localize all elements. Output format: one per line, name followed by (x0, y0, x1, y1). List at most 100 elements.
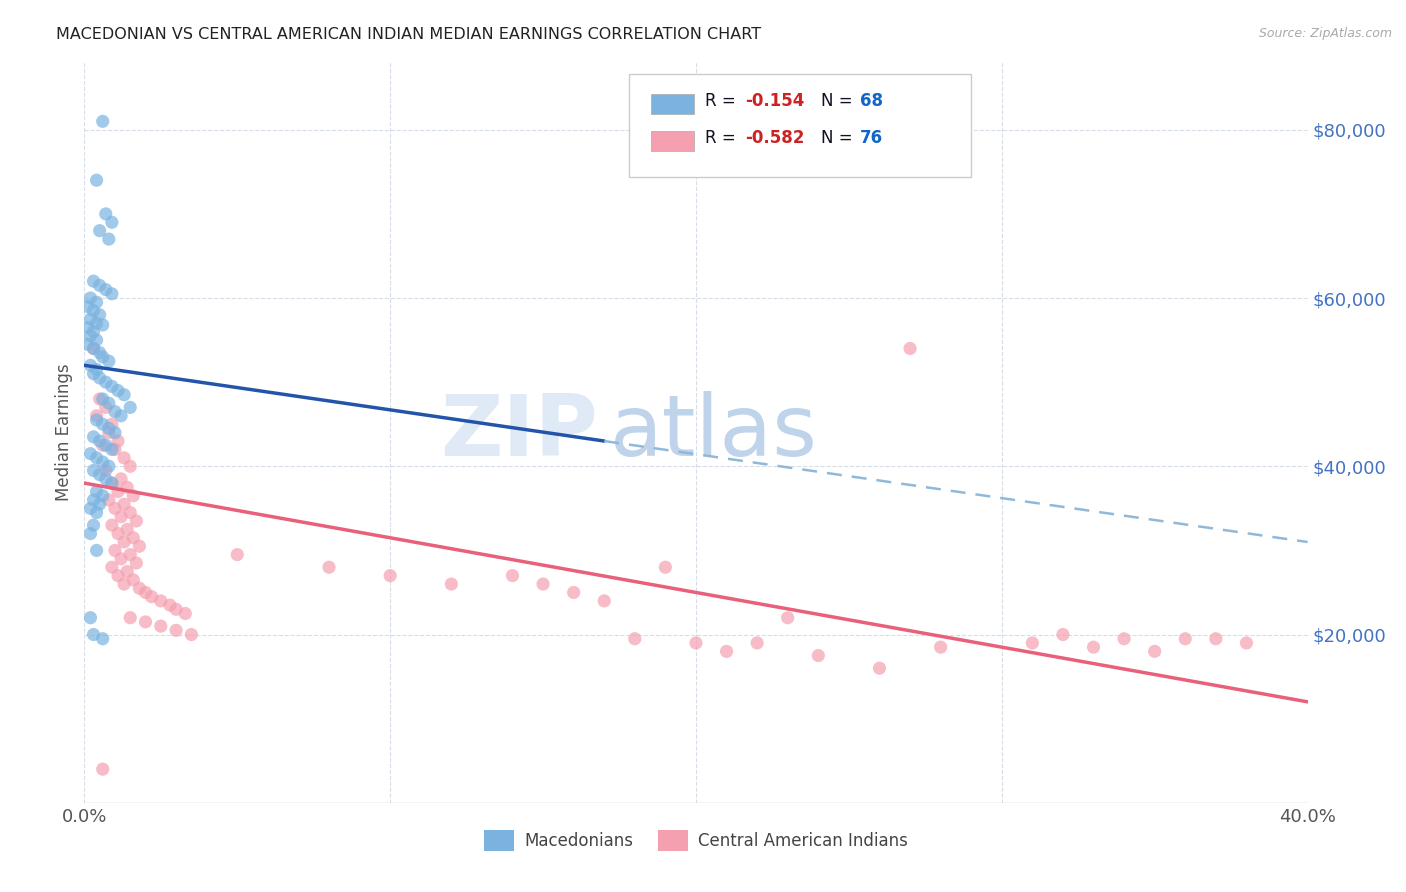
Point (807, 648, 830, 663)
Point (94, 207, 117, 221)
Point (89, 224, 111, 238)
Point (1174, 632, 1197, 646)
Point (101, 417, 124, 432)
Text: N =: N = (821, 92, 858, 110)
Point (97, 492, 120, 507)
Point (122, 573, 145, 587)
Point (101, 560, 124, 574)
Point (94, 375, 117, 389)
Point (593, 594, 616, 608)
Point (91, 455, 114, 469)
Point (1205, 632, 1227, 646)
Text: 68: 68 (860, 92, 883, 110)
Point (654, 560, 676, 574)
Text: -0.154: -0.154 (745, 92, 804, 110)
Point (79, 312, 101, 326)
Point (86, 413, 108, 427)
Point (128, 581, 150, 595)
Point (107, 484, 129, 499)
Point (79, 329, 101, 343)
Point (83, 463, 105, 477)
Point (107, 526, 129, 541)
Point (89, 371, 111, 385)
Point (83, 430, 105, 444)
Point (97, 396, 120, 410)
Point (165, 602, 187, 616)
Point (120, 610, 142, 624)
Text: -0.582: -0.582 (745, 129, 804, 147)
Point (502, 568, 524, 582)
Point (76, 300, 98, 314)
Point (86, 506, 108, 520)
Point (149, 594, 172, 608)
Point (110, 472, 132, 486)
Point (380, 568, 402, 582)
Point (91, 318, 114, 332)
Point (79, 359, 101, 373)
Point (97, 354, 120, 368)
Point (89, 345, 111, 359)
Text: R =: R = (704, 129, 741, 147)
FancyBboxPatch shape (651, 130, 693, 152)
Point (76, 320, 98, 334)
Y-axis label: Median Earnings: Median Earnings (55, 364, 73, 501)
Text: MACEDONIAN VS CENTRAL AMERICAN INDIAN MEDIAN EARNINGS CORRELATION CHART: MACEDONIAN VS CENTRAL AMERICAN INDIAN ME… (56, 27, 762, 42)
Point (94, 463, 117, 477)
Point (97, 421, 120, 435)
Point (716, 644, 738, 658)
Point (97, 459, 120, 474)
Point (112, 388, 135, 402)
Point (110, 551, 132, 566)
Point (83, 492, 105, 507)
Point (94, 472, 117, 486)
Point (86, 484, 108, 499)
Point (91, 350, 114, 364)
Point (107, 568, 129, 582)
Point (112, 535, 135, 549)
Point (79, 447, 101, 461)
Point (115, 480, 138, 494)
Point (1143, 644, 1166, 658)
Point (135, 615, 157, 629)
Point (898, 342, 921, 356)
Point (174, 607, 197, 621)
Point (101, 379, 124, 393)
Point (91, 632, 114, 646)
Point (86, 450, 108, 465)
Point (86, 409, 108, 423)
Point (115, 565, 138, 579)
Point (83, 325, 105, 339)
Point (107, 384, 129, 398)
Point (440, 577, 463, 591)
Point (94, 401, 117, 415)
Point (104, 442, 127, 457)
Point (91, 114, 114, 128)
Point (89, 497, 111, 511)
Point (1052, 627, 1074, 641)
Point (110, 509, 132, 524)
Point (104, 501, 127, 516)
Point (115, 522, 138, 536)
Point (101, 215, 124, 229)
Point (104, 543, 127, 558)
Point (112, 450, 135, 465)
Point (120, 548, 142, 562)
Point (89, 308, 111, 322)
Point (122, 531, 145, 545)
Point (120, 401, 142, 415)
Point (125, 514, 148, 528)
Point (562, 585, 585, 599)
Point (89, 392, 111, 406)
Point (97, 425, 120, 440)
Point (101, 476, 124, 491)
Point (776, 610, 799, 624)
Point (180, 627, 202, 641)
Point (91, 762, 114, 776)
Point (86, 543, 108, 558)
Point (89, 467, 111, 482)
Point (94, 438, 117, 452)
Text: R =: R = (704, 92, 741, 110)
Point (226, 548, 249, 562)
Point (83, 367, 105, 381)
Point (112, 577, 135, 591)
